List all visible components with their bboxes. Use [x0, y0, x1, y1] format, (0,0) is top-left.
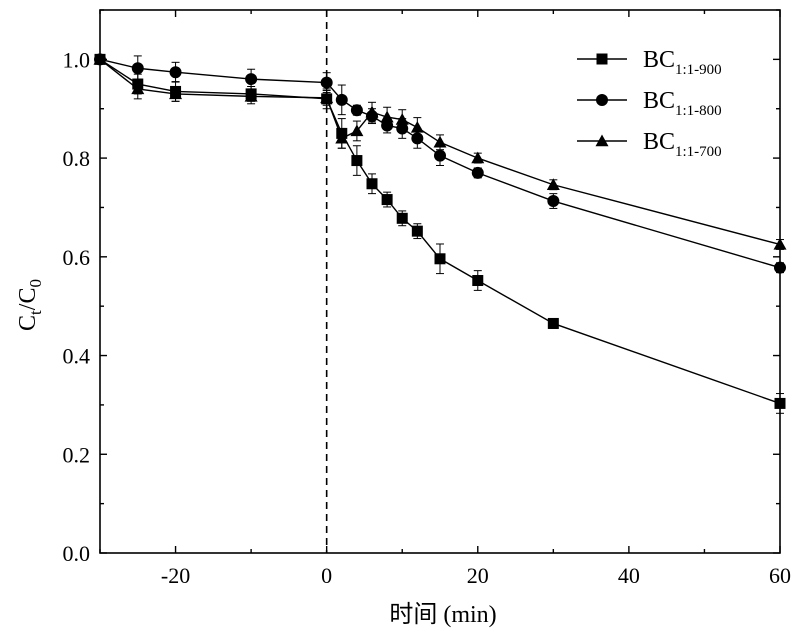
y-axis: 0.0 0.2 0.4 0.6 0.8 1.0	[63, 9, 780, 566]
y-tick-label: 0.2	[63, 442, 91, 467]
y-axis-label: Ct/C0	[15, 279, 45, 331]
data-point	[169, 87, 183, 100]
y-tick-label: 0.8	[63, 146, 91, 171]
series-triangle	[93, 52, 787, 250]
x-tick-label: -20	[161, 563, 190, 588]
data-point	[380, 110, 394, 123]
data-point	[774, 261, 786, 274]
data-point	[395, 113, 409, 125]
data-point	[350, 124, 364, 137]
legend-marker	[595, 134, 609, 147]
data-point	[169, 66, 182, 79]
data-point	[774, 397, 786, 409]
y-tick-label: 0.6	[63, 245, 91, 270]
data-point	[320, 91, 334, 104]
data-point	[434, 253, 446, 265]
data-point	[472, 275, 484, 287]
legend-marker	[596, 94, 608, 106]
legend-item: BC1:1-900	[577, 47, 722, 78]
series-circle	[94, 53, 786, 274]
plot-frame	[99, 9, 781, 554]
data-point	[131, 62, 144, 75]
legend-label: BC1:1-700	[643, 129, 722, 160]
data-point	[434, 149, 446, 162]
data-point	[335, 131, 349, 144]
data-point	[411, 225, 423, 237]
data-point	[433, 135, 447, 148]
plot-border	[99, 9, 781, 554]
y-label-main: C	[15, 315, 41, 331]
y-label-sub2: 0	[26, 279, 45, 288]
legend-label: BC1:1-800	[643, 88, 722, 119]
y-label-sep: /C	[15, 288, 41, 311]
data-point	[396, 212, 408, 224]
legend-item: BC1:1-800	[577, 88, 722, 119]
x-axis: -20 0 20 40 60	[99, 10, 791, 588]
data-point	[471, 166, 484, 179]
data-point	[410, 120, 424, 133]
data-point	[93, 52, 107, 65]
x-tick-label: 60	[769, 563, 791, 588]
data-point	[335, 93, 348, 106]
x-axis-label: 时间 (min)	[389, 601, 496, 628]
data-point	[366, 178, 378, 190]
data-point	[773, 237, 787, 250]
data-point	[547, 317, 559, 329]
data-point	[351, 155, 363, 167]
y-tick-label: 0.4	[63, 344, 91, 369]
x-tick-label: 0	[321, 563, 332, 588]
legend-label: BC1:1-900	[643, 47, 722, 78]
y-tick-label: 0.0	[63, 541, 91, 566]
x-tick-label: 20	[467, 563, 489, 588]
legend-marker	[596, 53, 608, 65]
data-point	[245, 73, 258, 86]
data-point	[547, 195, 560, 208]
legend: BC1:1-900 BC1:1-800 BC1:1-700	[577, 47, 722, 160]
data-point	[471, 151, 485, 164]
series-layer	[93, 52, 787, 414]
data-point	[546, 178, 560, 190]
data-point	[244, 89, 258, 102]
data-point	[365, 105, 379, 118]
legend-item: BC1:1-700	[577, 129, 722, 160]
data-point	[320, 76, 333, 89]
data-point	[350, 104, 363, 117]
data-point	[131, 82, 145, 95]
data-point	[381, 194, 393, 206]
data-point	[411, 132, 424, 145]
x-tick-label: 40	[618, 563, 640, 588]
y-tick-label: 1.0	[63, 47, 91, 72]
y-label-sub1: t	[26, 310, 45, 315]
